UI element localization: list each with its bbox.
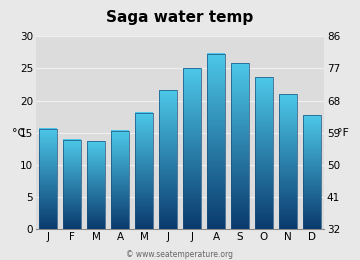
Bar	[231, 63, 249, 229]
Bar	[303, 115, 321, 229]
Y-axis label: °C: °C	[12, 128, 25, 138]
Text: © www.seatemperature.org: © www.seatemperature.org	[126, 250, 234, 259]
Bar	[135, 113, 153, 229]
Bar	[39, 129, 57, 229]
Bar	[279, 94, 297, 229]
Bar	[111, 131, 129, 229]
Text: Saga water temp: Saga water temp	[106, 10, 254, 25]
Bar	[183, 68, 201, 229]
Bar	[207, 54, 225, 229]
Bar	[87, 141, 105, 229]
Bar	[159, 90, 177, 229]
Y-axis label: °F: °F	[337, 128, 349, 138]
Bar	[63, 140, 81, 229]
Bar	[255, 77, 273, 229]
